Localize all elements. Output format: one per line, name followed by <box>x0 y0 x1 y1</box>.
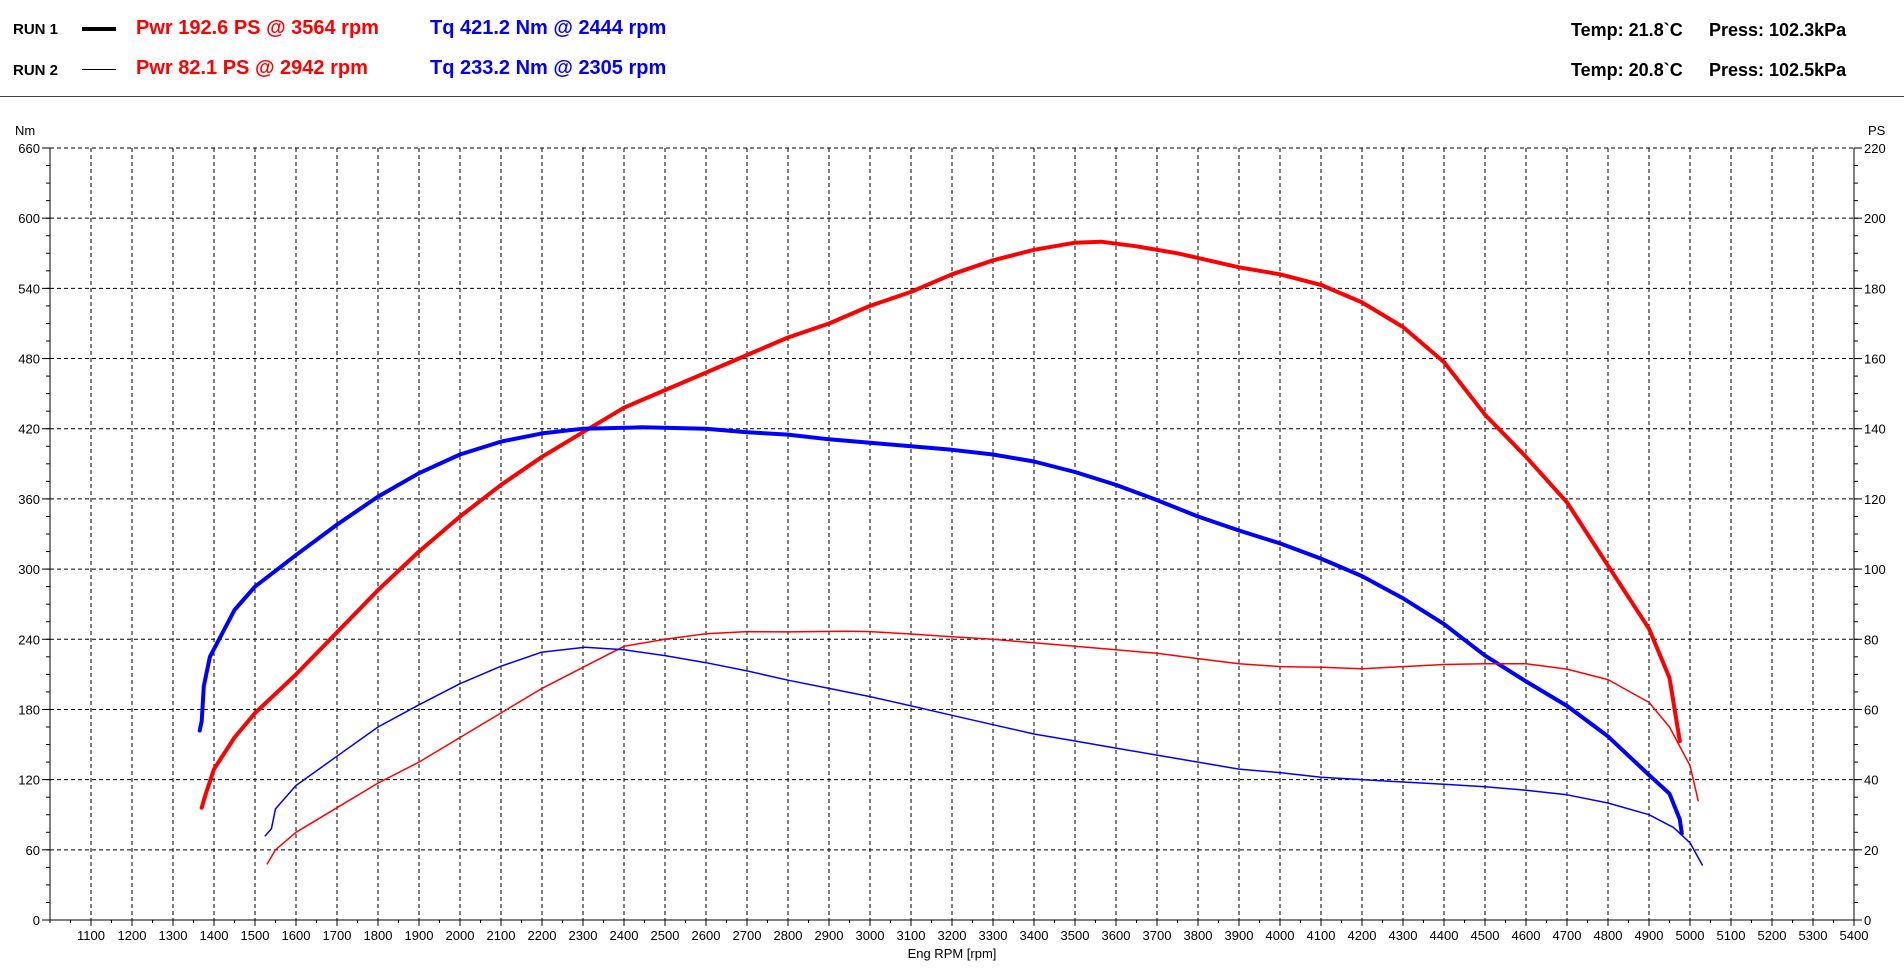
x-tick-label: 3500 <box>1061 928 1090 943</box>
x-tick-label: 1600 <box>282 928 311 943</box>
x-tick-label: 4500 <box>1471 928 1500 943</box>
x-tick-label: 4600 <box>1512 928 1541 943</box>
x-tick-label: 4800 <box>1594 928 1623 943</box>
x-tick-label: 2700 <box>733 928 762 943</box>
x-tick-label: 3800 <box>1184 928 1213 943</box>
y-left-tick-label: 420 <box>18 422 40 437</box>
run2-press: Press: 102.5kPa <box>1709 60 1847 80</box>
y-left-tick-label: 0 <box>33 913 40 928</box>
run2-power-curve <box>266 630 1699 865</box>
run1-temp: Temp: 21.8`C <box>1571 20 1683 40</box>
run1-torque-curve <box>197 425 1684 836</box>
x-tick-label: 2900 <box>815 928 844 943</box>
run1-power-curve <box>199 239 1682 810</box>
x-tick-label: 3100 <box>897 928 926 943</box>
x-tick-label: 4000 <box>1266 928 1295 943</box>
x-tick-label: 5100 <box>1717 928 1746 943</box>
y-left-tick-label: 660 <box>18 141 40 156</box>
x-tick-label: 2500 <box>651 928 680 943</box>
run1-line-swatch <box>82 27 116 31</box>
y-left-tick-label: 480 <box>18 352 40 367</box>
x-tick-label: 3000 <box>856 928 885 943</box>
run1-torque-peak: Tq 421.2 Nm @ 2444 rpm <box>430 17 667 39</box>
x-tick-label: 1400 <box>200 928 229 943</box>
x-tick-label: 1200 <box>118 928 147 943</box>
x-tick-label: 3700 <box>1143 928 1172 943</box>
y-axis-left-label: Nm <box>15 123 35 138</box>
x-tick-label: 3600 <box>1102 928 1131 943</box>
y-left-tick-label: 300 <box>18 562 40 577</box>
curves <box>197 239 1704 866</box>
x-tick-label: 2100 <box>487 928 516 943</box>
run1-power-peak: Pwr 192.6 PS @ 3564 rpm <box>136 17 379 39</box>
y-left-tick-label: 360 <box>18 492 40 507</box>
x-tick-label: 4400 <box>1430 928 1459 943</box>
x-tick-label: 2200 <box>528 928 557 943</box>
run2-temp: Temp: 20.8`C <box>1571 60 1683 80</box>
run2-label: RUN 2 <box>13 62 59 79</box>
x-tick-label: 1100 <box>77 928 105 943</box>
x-tick-label: 5300 <box>1799 928 1828 943</box>
y-right-tick-label: 180 <box>1864 281 1886 296</box>
y-right-tick-label: 160 <box>1864 352 1886 367</box>
x-tick-label: 2600 <box>692 928 721 943</box>
x-tick-label: 1800 <box>364 928 393 943</box>
x-tick-label: 2000 <box>446 928 475 943</box>
run2-power-peak: Pwr 82.1 PS @ 2942 rpm <box>136 57 368 79</box>
y-left-tick-label: 240 <box>18 632 40 647</box>
x-tick-label: 1700 <box>323 928 352 943</box>
run2-torque-peak: Tq 233.2 Nm @ 2305 rpm <box>430 57 667 79</box>
y-right-tick-label: 80 <box>1864 632 1878 647</box>
axes: 1100 1200 1300 1400 1500 1600 1700 1800 1900 2000… <box>18 141 1885 943</box>
header-separator <box>0 96 1904 97</box>
x-tick-label: 4700 <box>1553 928 1582 943</box>
x-tick-label: 1500 <box>241 928 270 943</box>
x-tick-label: 4200 <box>1348 928 1377 943</box>
x-tick-label: 4100 <box>1307 928 1336 943</box>
x-tick-label: 2800 <box>774 928 803 943</box>
y-right-tick-label: 20 <box>1864 843 1878 858</box>
x-tick-label: 1300 <box>159 928 188 943</box>
x-tick-label: 3400 <box>1020 928 1049 943</box>
run2-line-swatch <box>82 69 116 70</box>
y-right-tick-label: 100 <box>1864 562 1886 577</box>
run2-torque-curve <box>264 646 1704 866</box>
x-tick-label: 3900 <box>1225 928 1254 943</box>
x-tick-label: 1900 <box>405 928 434 943</box>
y-right-tick-label: 0 <box>1864 913 1871 928</box>
header-legend: RUN 1 Pwr 192.6 PS @ 3564 rpm Tq 421.2 N… <box>0 0 1904 97</box>
x-tick-label: 5000 <box>1676 928 1705 943</box>
x-tick-label: 4300 <box>1389 928 1418 943</box>
y-right-tick-label: 200 <box>1864 211 1886 226</box>
y-right-tick-label: 60 <box>1864 702 1878 717</box>
x-tick-label: 2400 <box>610 928 639 943</box>
y-right-tick-label: 120 <box>1864 492 1886 507</box>
y-left-tick-label: 600 <box>18 211 40 226</box>
y-right-tick-label: 40 <box>1864 773 1878 788</box>
y-left-tick-label: 120 <box>18 773 40 788</box>
y-left-tick-label: 60 <box>26 843 40 858</box>
grid-lines <box>50 147 1855 921</box>
y-right-tick-label: 140 <box>1864 422 1886 437</box>
run1-press: Press: 102.3kPa <box>1709 20 1847 40</box>
x-tick-label: 2300 <box>569 928 598 943</box>
y-left-tick-label: 540 <box>18 281 40 296</box>
y-left-tick-label: 180 <box>18 702 40 717</box>
x-tick-label: 5400 <box>1840 928 1869 943</box>
run1-label: RUN 1 <box>13 21 59 38</box>
x-tick-label: 5200 <box>1758 928 1787 943</box>
x-tick-label: 3300 <box>979 928 1008 943</box>
y-axis-right-label: PS <box>1868 123 1886 138</box>
x-tick-label: 4900 <box>1635 928 1664 943</box>
x-tick-label: 3200 <box>938 928 967 943</box>
x-axis-label: Eng RPM [rpm] <box>908 946 997 961</box>
y-right-tick-label: 220 <box>1864 141 1886 156</box>
